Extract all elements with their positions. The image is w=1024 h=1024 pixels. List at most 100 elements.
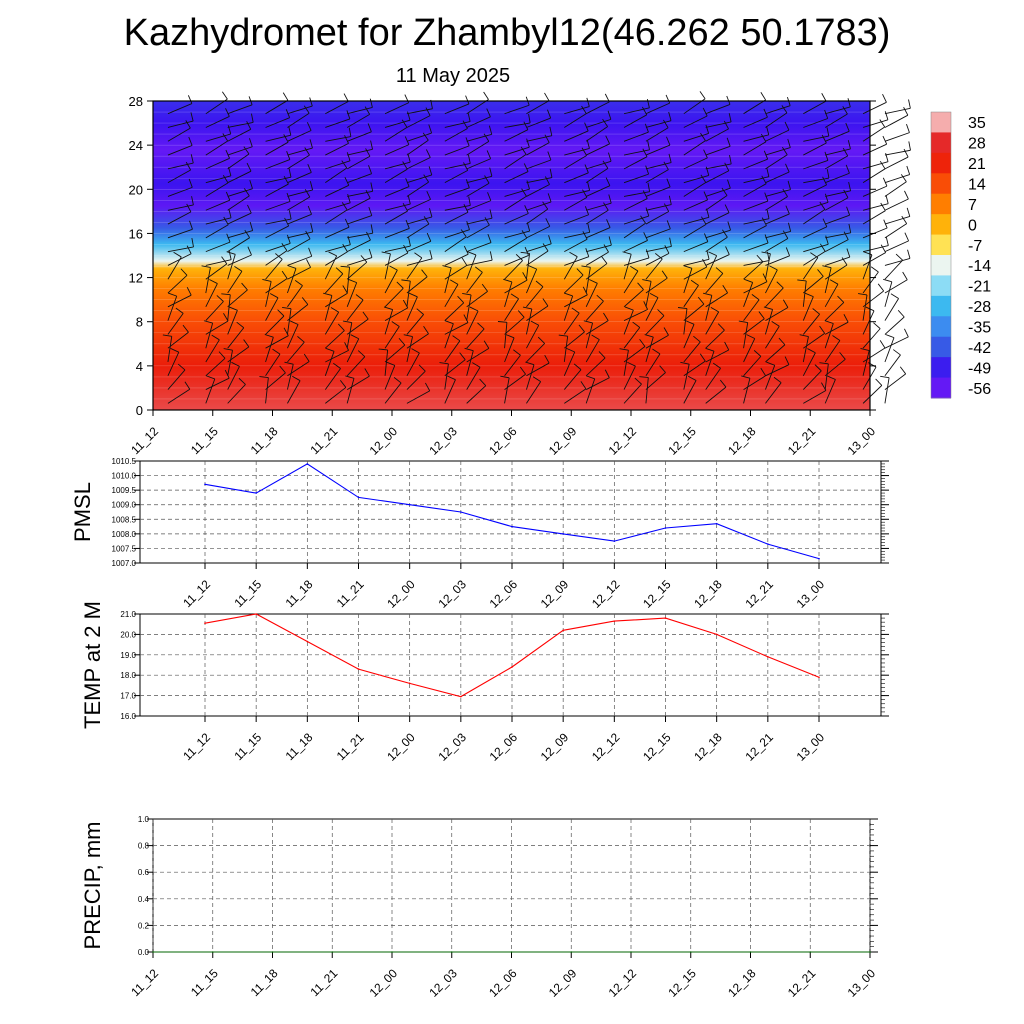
wind-barb-shaft <box>564 294 588 308</box>
wind-barb-flag <box>522 306 532 310</box>
wind-barb-shaft <box>623 198 648 211</box>
colorbar-label: -21 <box>968 279 991 296</box>
wind-barb-shaft <box>585 267 591 294</box>
wind-barb <box>884 215 908 239</box>
wind-barb-flag <box>515 253 523 261</box>
wind-barb-flag <box>598 351 606 359</box>
wind-barb <box>645 348 661 377</box>
wind-barb <box>564 139 590 156</box>
wind-barb-flag <box>797 279 807 282</box>
wind-barb-shaft <box>705 195 728 211</box>
wind-barb <box>526 243 549 266</box>
wind-barb-shaft <box>384 382 402 404</box>
wind-barb-flag <box>452 335 461 342</box>
wind-barb-flag <box>587 181 591 191</box>
precip-data-point <box>152 951 154 953</box>
pmsl-data-point <box>306 463 309 465</box>
temp-data-point <box>767 656 769 658</box>
wind-barb-flag <box>542 201 549 210</box>
wind-barb-shaft <box>324 351 335 376</box>
wind-barb-shaft <box>504 237 527 253</box>
wind-barb-shaft <box>825 232 851 239</box>
wind-barb-shaft <box>743 282 754 307</box>
wind-barb-shaft <box>825 190 851 197</box>
wind-barb <box>323 292 333 321</box>
pmsl-x-tick-label: 11_18 <box>283 577 316 610</box>
wind-barb-flag <box>360 255 368 263</box>
wind-barb-flag <box>368 206 373 216</box>
wind-barb <box>825 164 850 184</box>
wind-barb <box>346 311 369 335</box>
wind-barb-shaft <box>705 351 715 376</box>
colorbar-band <box>931 255 951 276</box>
wind-barb <box>504 121 529 142</box>
wind-barb <box>406 269 428 294</box>
wind-barb-shaft <box>265 372 286 390</box>
wind-barb-flag <box>652 348 661 355</box>
wind-barb <box>406 132 429 156</box>
wind-barb-flag <box>221 91 228 100</box>
wind-barb-shaft <box>862 328 881 349</box>
wind-barb-shaft <box>466 350 474 376</box>
wind-barb-shaft <box>705 212 730 225</box>
wind-barb-flag <box>469 306 479 312</box>
wind-barb-flag <box>286 234 291 244</box>
wind-barb-shaft <box>586 227 611 239</box>
wind-barb-flag <box>776 281 784 289</box>
colorbar-band <box>931 336 951 358</box>
wind-barb <box>265 168 292 184</box>
wind-barb-shaft <box>884 279 908 294</box>
wind-barb <box>325 202 348 225</box>
wind-barb-shaft <box>705 103 731 115</box>
wind-barb-shaft <box>205 339 220 363</box>
wind-barb <box>439 362 449 390</box>
wind-barb-shaft <box>765 213 790 225</box>
wind-barb-flag <box>822 176 827 186</box>
wind-barb-flag <box>697 296 705 305</box>
wind-barb-flag <box>426 191 431 200</box>
precip-data-point <box>869 951 871 953</box>
wind-barb-shaft <box>645 204 672 211</box>
wind-barb-shaft <box>526 305 549 321</box>
wind-barb <box>325 342 349 363</box>
wind-barb-flag <box>423 174 430 183</box>
wind-barb-shaft <box>526 184 550 197</box>
wind-barb-shaft <box>167 127 191 142</box>
wind-barb-shaft <box>585 101 610 115</box>
wind-barb-shaft <box>884 354 901 377</box>
wind-barb <box>683 335 701 363</box>
wind-barb-shaft <box>466 348 490 363</box>
wind-barb-flag <box>523 121 529 130</box>
colorbar-label: 0 <box>968 217 977 234</box>
wind-barb-flag <box>717 323 725 331</box>
wind-barb-flag <box>586 375 595 380</box>
wind-barb-shaft <box>645 246 672 253</box>
wind-barb <box>824 189 849 211</box>
wind-barb <box>884 141 911 156</box>
wind-barb-flag <box>904 190 909 200</box>
wind-barb-flag <box>472 362 481 368</box>
wind-barb-flag <box>908 99 911 109</box>
y-tick-label: 24 <box>129 138 143 153</box>
wind-barb-flag <box>824 193 829 203</box>
wind-barb-shaft <box>824 264 848 280</box>
wind-barb <box>406 232 432 253</box>
wind-barb <box>347 224 374 239</box>
wind-barb-shaft <box>265 335 289 349</box>
wind-barb <box>623 232 648 253</box>
temp-data-point <box>511 666 513 668</box>
wind-barb-flag <box>185 120 191 129</box>
wind-barb-flag <box>604 369 610 378</box>
wind-barb-shaft <box>884 114 909 128</box>
wind-barb-flag <box>848 223 852 233</box>
wind-barb-flag <box>391 321 400 327</box>
temp-ylabel: TEMP at 2 M <box>80 601 105 729</box>
wind-barb <box>797 279 807 307</box>
wind-barb-shaft <box>705 386 727 404</box>
wind-barb-shaft <box>862 101 887 115</box>
wind-barb <box>819 362 829 390</box>
wind-barb-flag <box>461 257 468 266</box>
wind-barb-flag <box>304 147 310 156</box>
wind-barb-shaft <box>862 385 883 404</box>
wind-barb <box>287 97 313 115</box>
